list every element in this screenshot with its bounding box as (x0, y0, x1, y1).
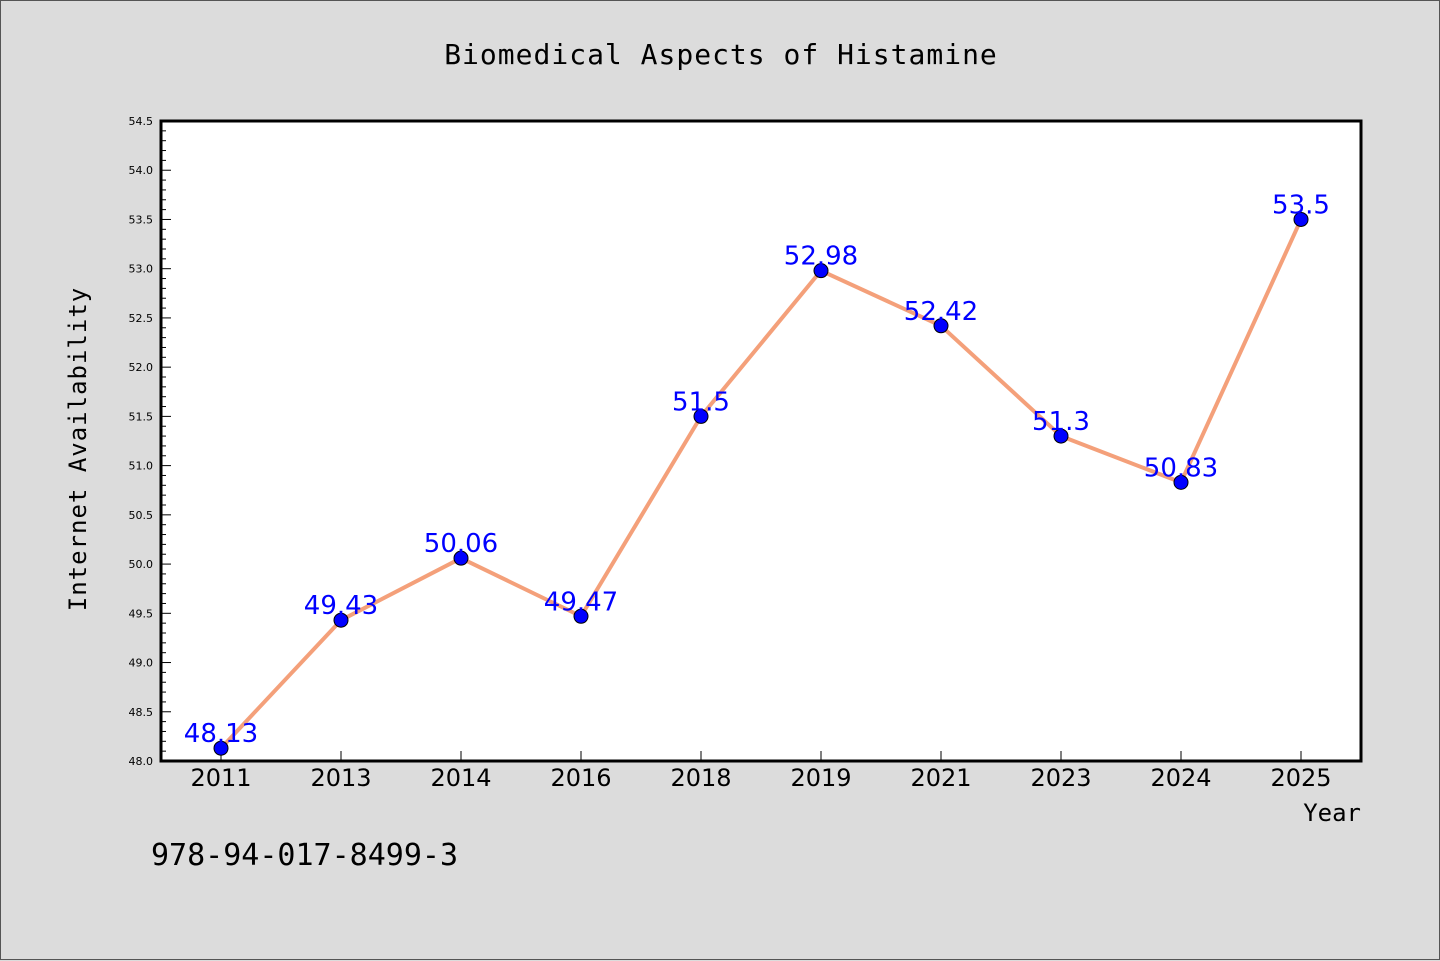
x-tick-label: 2024 (1150, 764, 1211, 792)
data-label: 52.98 (784, 242, 858, 272)
data-point (693, 408, 709, 424)
y-tick-label: 51.5 (129, 410, 154, 423)
data-label: 51.3 (1032, 407, 1090, 437)
data-point (1053, 428, 1069, 444)
data-point (573, 608, 589, 624)
y-tick-label: 49.0 (129, 657, 154, 670)
y-tick-label: 54.0 (129, 164, 154, 177)
x-tick-label: 2019 (790, 764, 851, 792)
y-tick-label: 48.0 (129, 755, 154, 768)
data-label: 53.5 (1272, 190, 1330, 220)
series-layer (213, 211, 1309, 756)
y-tick-label: 49.5 (129, 607, 154, 620)
y-tick-label: 53.0 (129, 263, 154, 276)
data-point (333, 612, 349, 628)
x-tick-label: 2014 (430, 764, 491, 792)
data-label: 50.06 (424, 529, 498, 559)
data-point (1173, 474, 1189, 490)
data-point (213, 740, 229, 756)
data-label: 51.5 (672, 387, 730, 417)
x-axis-label: Year (1303, 799, 1361, 827)
y-tick-label: 51.0 (129, 460, 154, 473)
data-label-layer: 48.13 49.43 50.06 49.47 51.5 52.98 52.42 51.3 50… (184, 190, 1330, 749)
x-tick-label: 2016 (550, 764, 611, 792)
data-point (933, 318, 949, 334)
y-tick-label: 52.0 (129, 361, 154, 374)
y-axis-ticks: 48.0 48.5 49.0 49.5 50.0 50.5 51.0 51.5 52.0 52.5… (129, 115, 171, 768)
x-tick-label: 2013 (310, 764, 371, 792)
x-tick-label: 2025 (1270, 764, 1331, 792)
x-tick-label: 2011 (190, 764, 251, 792)
y-tick-label: 50.0 (129, 558, 154, 571)
y-tick-label: 52.5 (129, 312, 154, 325)
data-label: 50.83 (1144, 453, 1218, 483)
data-point (813, 263, 829, 279)
data-label: 48.13 (184, 719, 258, 749)
plot-area (159, 119, 1363, 763)
data-point (453, 550, 469, 566)
y-axis-label: Internet Availability (64, 287, 92, 611)
series-line (219, 218, 1303, 750)
x-tick-label: 2021 (910, 764, 971, 792)
data-label: 49.47 (544, 587, 618, 617)
y-tick-label: 54.5 (129, 115, 154, 128)
data-label: 52.42 (904, 297, 978, 327)
data-point (1293, 211, 1309, 227)
y-tick-label: 53.5 (129, 213, 154, 226)
x-tick-label: 2023 (1030, 764, 1091, 792)
chart-title: Biomedical Aspects of Histamine (444, 38, 998, 71)
x-tick-label: 2018 (670, 764, 731, 792)
footer-code: 978-94-017-8499-3 (151, 838, 458, 873)
data-label: 49.43 (304, 591, 378, 621)
y-tick-label: 50.5 (129, 509, 154, 522)
x-axis-ticks: 2011 2013 2014 2016 2018 2019 2021 2023 2024 2025 (190, 751, 1332, 792)
y-tick-label: 48.5 (129, 706, 154, 719)
